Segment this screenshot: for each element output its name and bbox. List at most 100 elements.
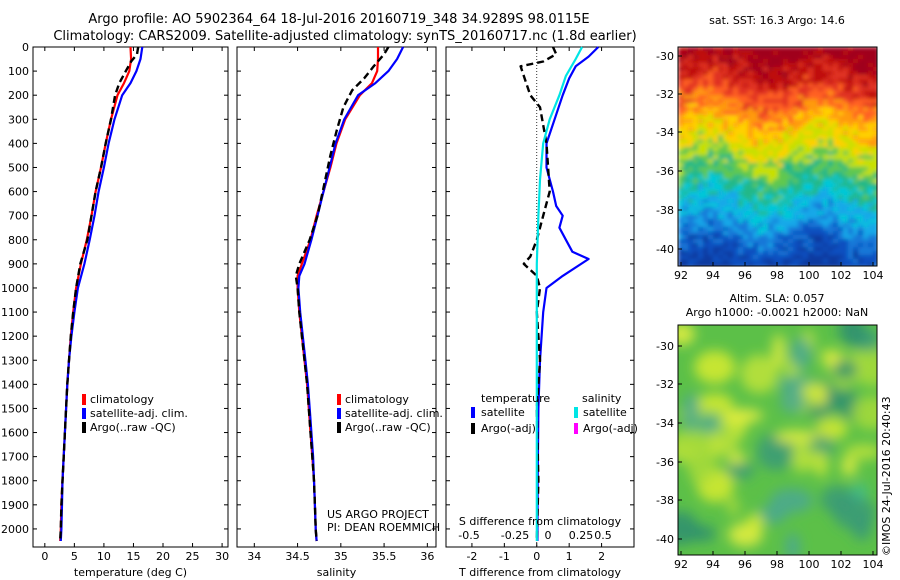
sst-cell [813,103,819,108]
sst-cell [748,243,754,248]
sst-cell [813,119,819,124]
sst-cell [743,219,749,224]
sst-cell [863,159,869,164]
sst-cell [703,83,709,88]
sst-cell [703,131,709,136]
sst-cell [778,67,784,72]
sst-cell [818,111,824,116]
sst-cell [803,63,809,68]
sst-cell [803,75,809,80]
sst-cell [763,239,769,244]
sst-cell [848,55,854,60]
sst-cell [823,87,829,92]
sst-cell [808,99,814,104]
sst-cell [848,251,854,256]
sst-cell [838,203,844,208]
sst-cell [698,167,704,172]
sst-cell [688,111,694,116]
sst-cell [698,211,704,216]
x-tick-label: 0 [533,550,540,563]
sst-cell [813,179,819,184]
sst-cell [758,175,764,180]
sst-cell [678,59,684,64]
sst-cell [738,235,744,240]
sst-cell [773,139,779,144]
sst-cell [728,55,734,60]
sst-cell [698,239,704,244]
sst-cell [808,75,814,80]
sst-cell [788,79,794,84]
sst-cell [703,71,709,76]
sst-cell [688,231,694,236]
sst-cell [818,227,824,232]
sst-cell [808,59,814,64]
sst-cell [678,139,684,144]
sst-cell [858,263,864,266]
sst-cell [783,51,789,56]
sst-cell [768,79,774,84]
sst-cell [843,51,849,56]
sst-cell [858,127,864,132]
sst-cell [823,263,829,266]
sst-cell [793,59,799,64]
sst-cell [693,179,699,184]
sst-cell [723,231,729,236]
sst-cell [743,211,749,216]
map-x-tick-label: 104 [863,269,884,282]
sst-cell [698,175,704,180]
sst-cell [823,175,829,180]
sst-cell [823,219,829,224]
sst-cell [738,135,744,140]
sst-cell [873,259,877,264]
sst-cell [713,203,719,208]
sst-cell [838,99,844,104]
sst-cell [683,235,689,240]
sst-cell [738,139,744,144]
sst-cell [798,139,804,144]
sst-cell [753,79,759,84]
sst-cell [713,159,719,164]
sst-cell [783,143,789,148]
sst-cell [738,79,744,84]
sst-cell [833,211,839,216]
sst-cell [873,119,877,124]
sst-cell [768,147,774,152]
sst-cell [738,207,744,212]
sst-cell [838,187,844,192]
sst-cell [873,171,877,176]
sst-cell [773,63,779,68]
sst-cell [693,251,699,256]
sst-cell [863,223,869,228]
sst-cell [748,79,754,84]
sst-cell [698,135,704,140]
sst-cell [688,63,694,68]
sst-cell [743,255,749,260]
sst-cell [843,239,849,244]
x-axis-label: salinity [317,566,357,579]
sst-cell [798,251,804,256]
x-tick-label: -1 [499,550,510,563]
sst-cell [758,259,764,264]
sst-cell [718,103,724,108]
sst-cell [678,223,684,228]
sst-cell [688,227,694,232]
sst-cell [808,111,814,116]
sst-cell [863,259,869,264]
sst-cell [773,151,779,156]
sst-cell [853,163,859,168]
sla-map-field [678,325,877,555]
sst-cell [833,139,839,144]
sst-cell [703,111,709,116]
sst-cell [708,255,714,260]
sst-cell [723,59,729,64]
sst-cell [798,91,804,96]
sst-cell [813,67,819,72]
sst-cell [798,123,804,128]
sst-cell [758,111,764,116]
sst-cell [858,71,864,76]
sst-cell [803,255,809,260]
sst-cell [833,243,839,248]
sst-cell [693,259,699,264]
sst-cell [783,63,789,68]
sst-cell [708,203,714,208]
